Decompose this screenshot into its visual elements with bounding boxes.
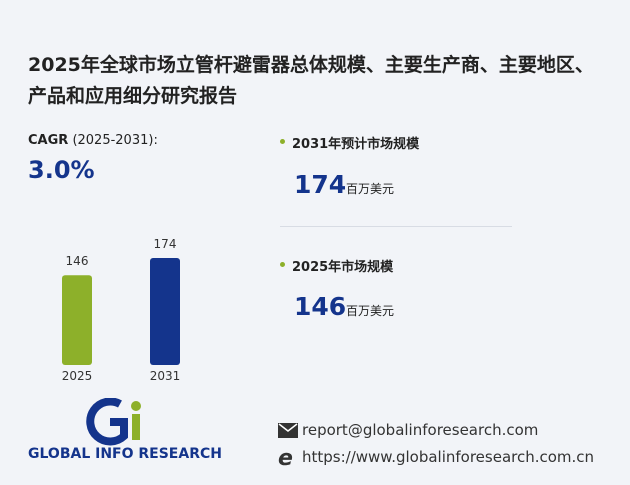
stat-label: 2031年预计市场规模 [292, 137, 420, 152]
bar-chart: 146 2025 174 2031 [62, 237, 181, 383]
stat-label: 2025年市场规模 [292, 260, 394, 275]
stat-value: 174 [294, 170, 347, 199]
value-label: 174 [154, 237, 177, 251]
bullet [280, 262, 285, 267]
x-tick-label: 2031 [150, 369, 181, 383]
stat-value: 146 [294, 292, 347, 321]
cagr-period: (2025-2031): [72, 133, 158, 148]
website: https://www.globalinforesearch.com.cn [302, 448, 595, 466]
value-label: 146 [66, 254, 89, 268]
email-icon [278, 423, 298, 438]
stat-unit: 百万美元 [346, 182, 395, 196]
cagr-label: CAGR [28, 133, 69, 148]
cagr-line: CAGR (2025-2031): [28, 133, 158, 148]
stat-unit: 百万美元 [346, 304, 395, 318]
x-tick-label: 2025 [62, 369, 93, 383]
divider [280, 226, 512, 227]
web-icon: e [278, 446, 293, 471]
email: report@globalinforesearch.com [302, 421, 539, 439]
bar [150, 257, 180, 365]
title: 2025年全球市场立管杆避雷器总体规模、主要生产商、主要地区、产品和应用细分研究… [28, 54, 594, 107]
cagr-value: 3.0% [28, 156, 95, 184]
logo-mark [86, 398, 141, 446]
bar [62, 275, 92, 365]
bullet [280, 139, 285, 144]
logo-text: GLOBAL INFO RESEARCH [28, 446, 222, 462]
